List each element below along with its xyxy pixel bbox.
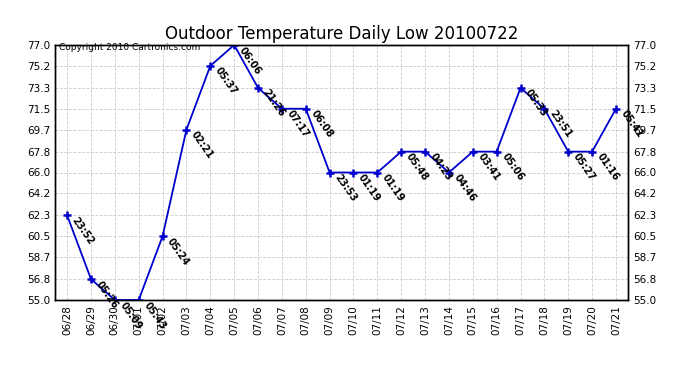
Title: Outdoor Temperature Daily Low 20100722: Outdoor Temperature Daily Low 20100722: [165, 26, 518, 44]
Text: 04:23: 04:23: [428, 152, 454, 183]
Text: 05:33: 05:33: [523, 88, 549, 119]
Text: 06:06: 06:06: [237, 45, 263, 76]
Text: 05:27: 05:27: [571, 152, 597, 183]
Text: 07:17: 07:17: [285, 109, 310, 140]
Text: 01:19: 01:19: [380, 172, 406, 204]
Text: 01:19: 01:19: [356, 172, 382, 204]
Text: 05:43: 05:43: [141, 300, 168, 331]
Text: 23:51: 23:51: [547, 109, 573, 140]
Text: 21:26: 21:26: [261, 88, 287, 119]
Text: 05:41: 05:41: [619, 109, 644, 140]
Text: Copyright 2010 Cartronics.com: Copyright 2010 Cartronics.com: [59, 43, 200, 52]
Text: 05:37: 05:37: [213, 66, 239, 97]
Text: 04:46: 04:46: [452, 172, 477, 204]
Text: 05:48: 05:48: [404, 152, 430, 183]
Text: 01:16: 01:16: [595, 152, 621, 183]
Text: 05:24: 05:24: [166, 236, 191, 267]
Text: 03:41: 03:41: [475, 152, 502, 183]
Text: 23:53: 23:53: [333, 172, 358, 204]
Text: 05:06: 05:06: [500, 152, 525, 183]
Text: 05:09: 05:09: [117, 300, 144, 331]
Text: 06:08: 06:08: [308, 109, 335, 140]
Text: 05:26: 05:26: [94, 279, 120, 310]
Text: 02:21: 02:21: [189, 130, 215, 161]
Text: 23:52: 23:52: [70, 215, 96, 246]
